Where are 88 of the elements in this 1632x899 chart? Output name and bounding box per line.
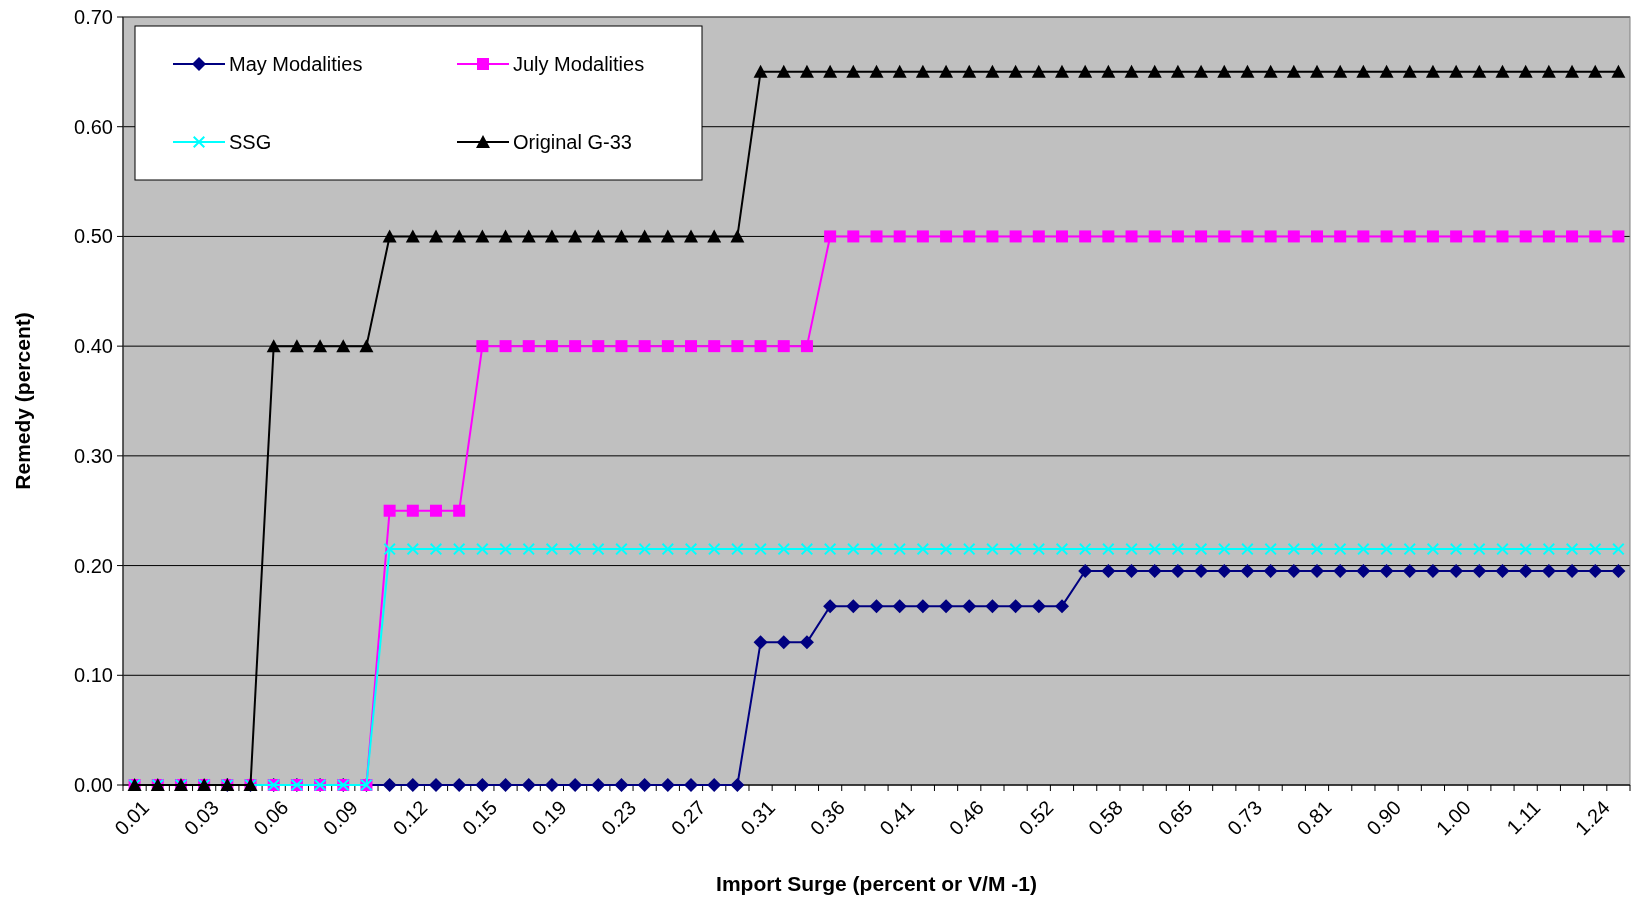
point — [753, 635, 768, 650]
point — [823, 599, 838, 614]
x-tick-label: 0.12 — [388, 796, 432, 840]
point — [892, 599, 907, 614]
point — [1541, 564, 1556, 579]
point — [428, 778, 443, 792]
point — [707, 778, 722, 792]
point — [730, 778, 745, 792]
point — [1147, 564, 1162, 579]
legend-label: SSG — [229, 131, 272, 153]
point — [1518, 564, 1533, 579]
point — [1008, 599, 1023, 614]
y-tick-label: 0.40 — [74, 335, 113, 358]
point — [1101, 564, 1116, 579]
point — [1240, 564, 1255, 579]
point — [568, 778, 583, 792]
point — [1565, 564, 1580, 579]
x-tick-label: 0.19 — [527, 796, 571, 840]
point — [1124, 564, 1139, 579]
legend-label: May Modalities — [229, 53, 363, 75]
point — [1379, 564, 1394, 579]
x-tick-label: 0.41 — [875, 796, 919, 840]
point — [591, 778, 606, 792]
point — [1402, 564, 1417, 579]
point — [1310, 564, 1325, 579]
x-tick-label: 0.06 — [249, 796, 293, 840]
point — [1425, 564, 1440, 579]
y-tick-label: 0.70 — [74, 6, 113, 28]
point — [939, 599, 954, 614]
x-tick-label: 0.31 — [736, 796, 780, 840]
x-tick-label: 0.73 — [1223, 796, 1267, 840]
x-tick-label: 0.90 — [1362, 796, 1406, 840]
x-tick-label: 0.81 — [1292, 796, 1336, 840]
point — [1588, 564, 1603, 579]
point — [1054, 599, 1069, 614]
x-tick-label: 0.58 — [1083, 796, 1128, 840]
legend-label: July Modalities — [513, 53, 645, 75]
point — [1031, 599, 1046, 614]
x-axis-title: Import Surge (percent or V/M -1) — [716, 872, 1037, 895]
point — [498, 778, 513, 792]
point — [1286, 564, 1301, 579]
point — [614, 778, 629, 792]
point — [684, 778, 699, 792]
point — [1194, 564, 1209, 579]
point — [637, 778, 652, 792]
point — [405, 778, 420, 792]
point — [521, 778, 536, 792]
x-tick-label: 0.23 — [597, 796, 641, 840]
point — [544, 778, 559, 792]
y-axis-title: Remedy (percent) — [11, 312, 34, 490]
point — [776, 635, 791, 650]
point — [452, 778, 467, 792]
point — [869, 599, 884, 614]
point — [846, 599, 861, 614]
x-tick-label: 0.46 — [944, 796, 988, 840]
point — [1472, 564, 1487, 579]
point — [1449, 564, 1464, 579]
x-tick-label: 0.52 — [1014, 796, 1058, 840]
x-tick-label: 0.01 — [110, 796, 154, 840]
point — [985, 599, 1000, 614]
point — [915, 599, 930, 614]
x-tick-label: 0.03 — [179, 796, 223, 840]
point — [475, 778, 490, 792]
point — [1078, 564, 1093, 579]
point — [799, 635, 814, 650]
point — [660, 778, 675, 792]
x-tick-label: 0.65 — [1153, 796, 1197, 840]
point — [1217, 564, 1232, 579]
x-tick-label: 1.11 — [1502, 796, 1545, 839]
point — [1495, 564, 1510, 579]
point — [1356, 564, 1371, 579]
x-tick-label: 0.15 — [458, 796, 502, 840]
y-tick-label: 0.20 — [74, 554, 113, 577]
y-tick-label: 0.30 — [74, 444, 113, 467]
y-tick-label: 0.60 — [74, 115, 113, 138]
legend-label: Original G-33 — [513, 131, 632, 153]
point — [1263, 564, 1278, 579]
x-tick-label: 0.09 — [318, 796, 362, 840]
x-tick-label: 0.27 — [666, 796, 710, 840]
point — [1333, 564, 1348, 579]
y-tick-label: 0.50 — [74, 225, 113, 248]
y-tick-label: 0.10 — [74, 664, 113, 687]
x-tick-label: 0.36 — [805, 796, 849, 840]
y-tick-label: 0.00 — [74, 774, 113, 796]
point — [1611, 564, 1626, 579]
point — [962, 599, 977, 614]
point — [382, 778, 397, 792]
point — [1170, 564, 1185, 579]
